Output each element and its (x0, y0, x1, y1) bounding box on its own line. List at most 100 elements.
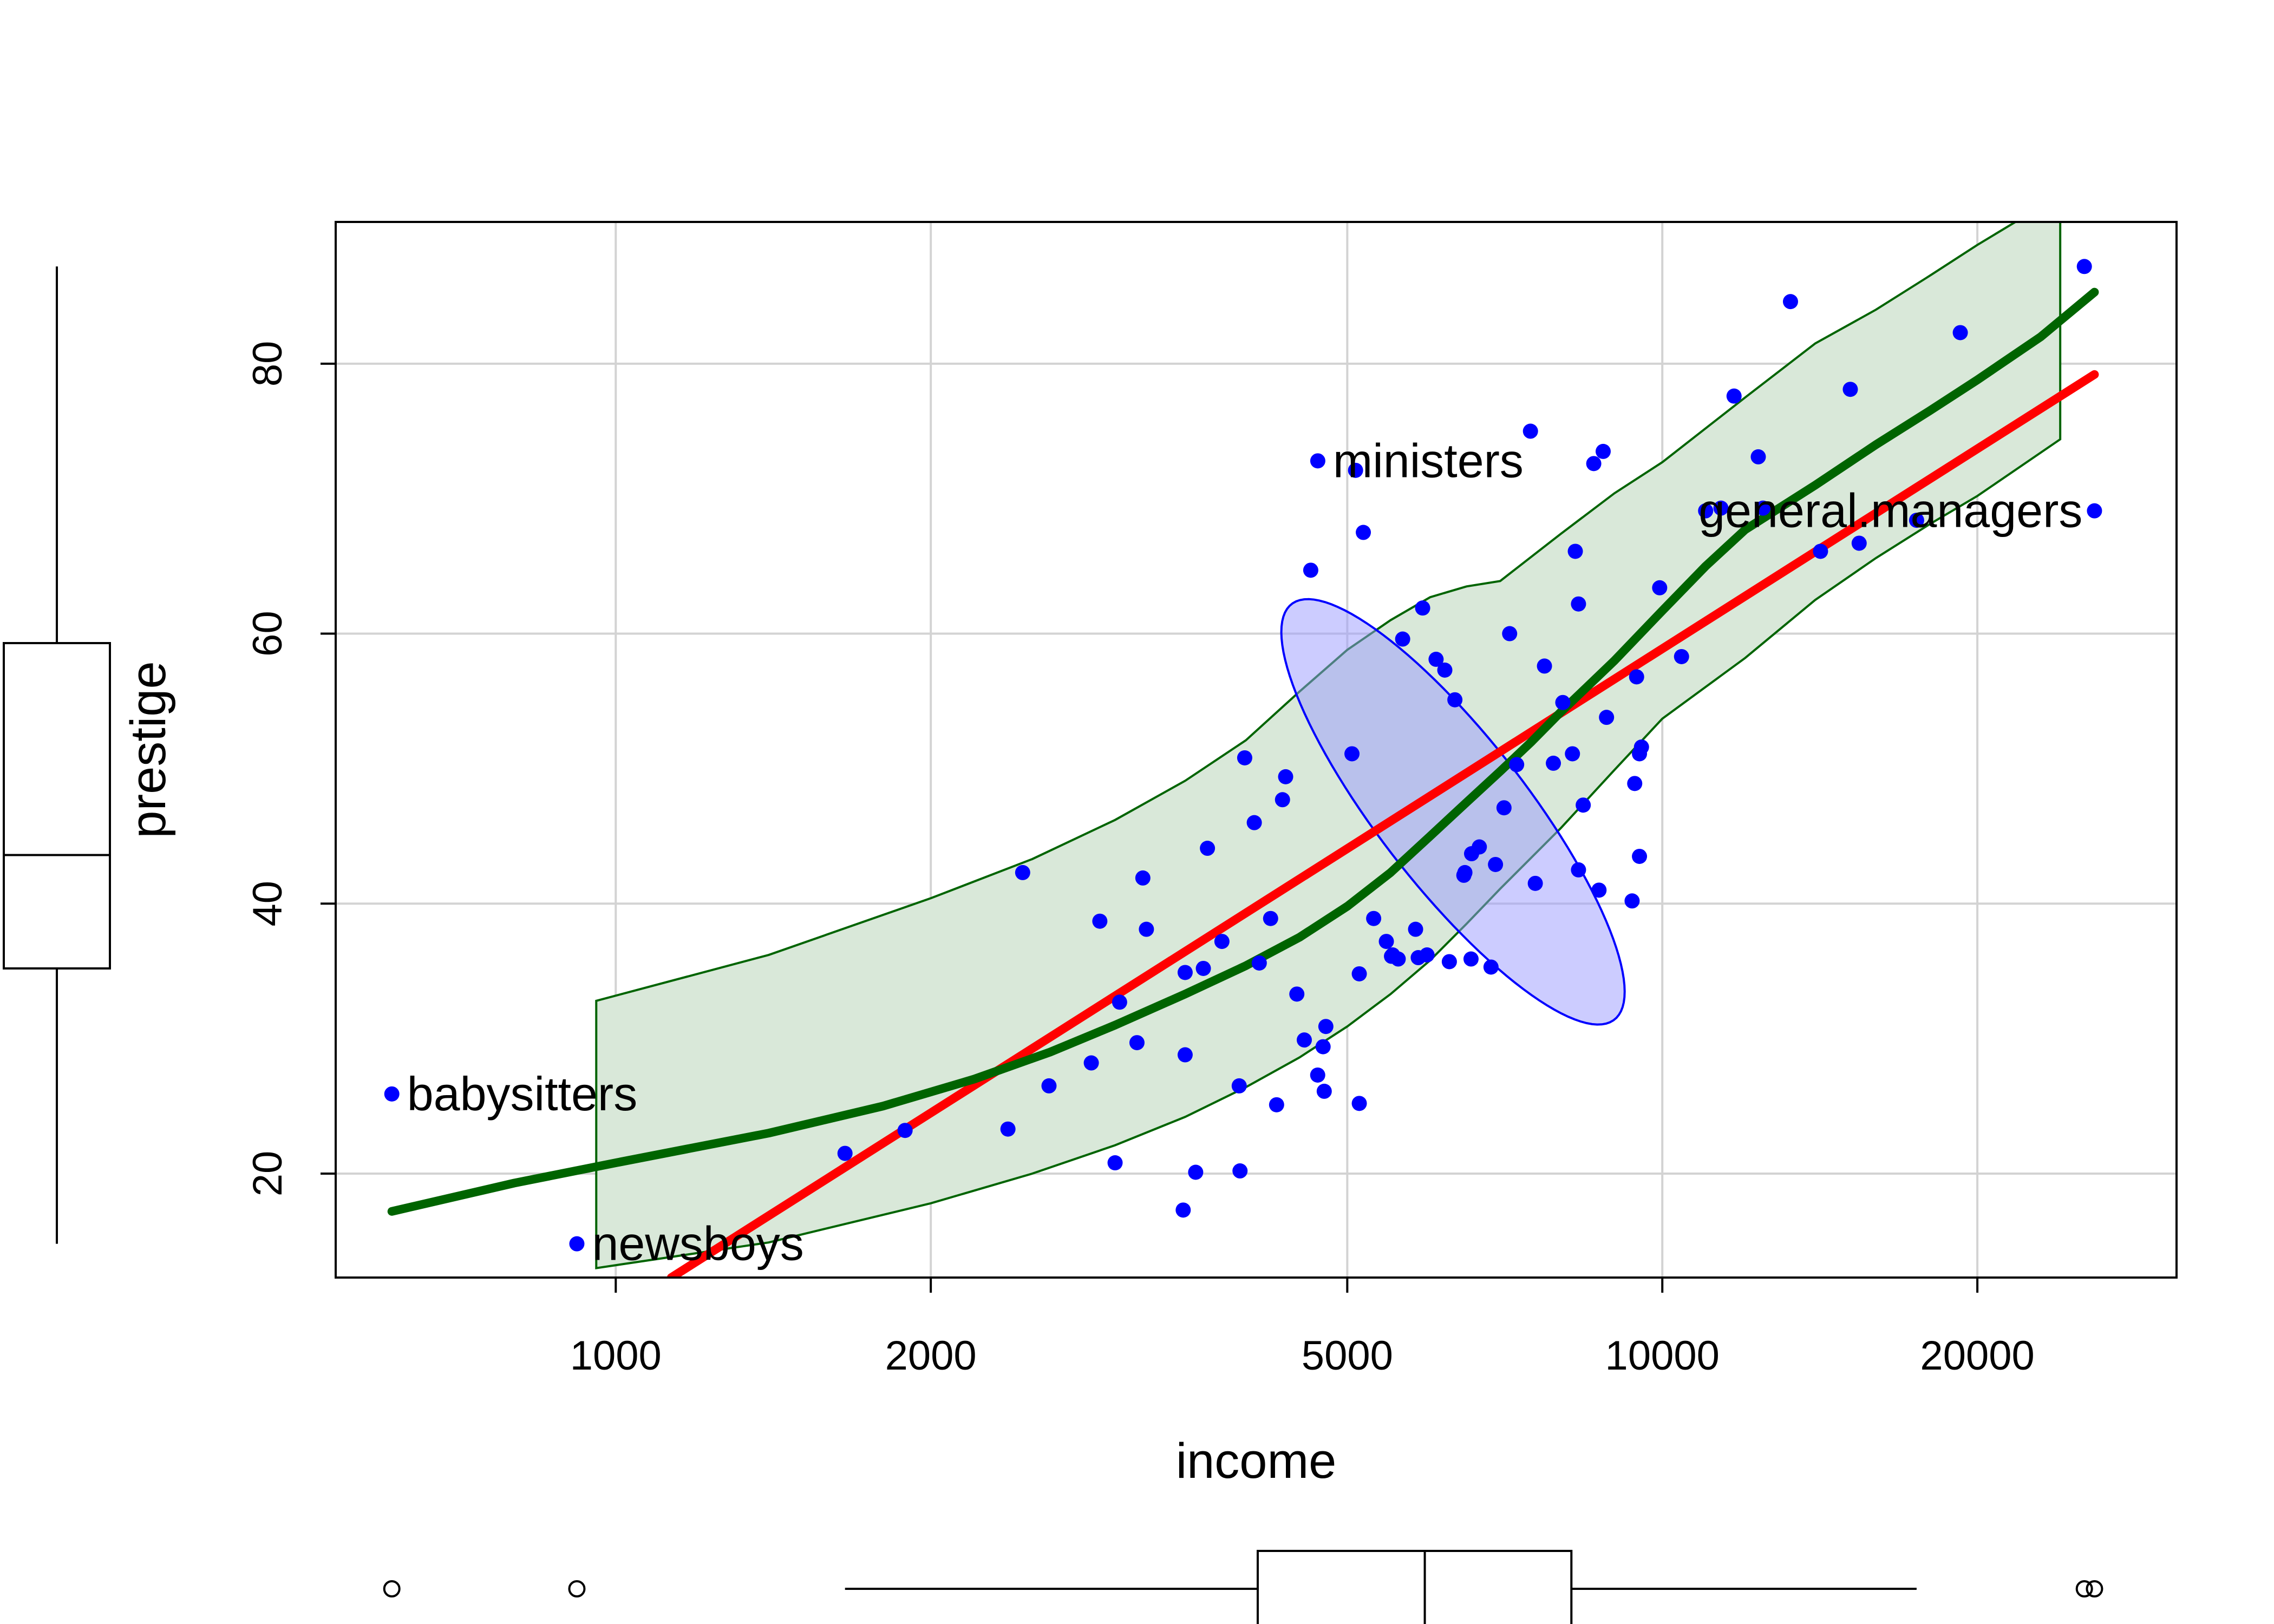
data-point (1813, 543, 1828, 559)
y-tick-label: 80 (245, 341, 291, 387)
data-point (1214, 934, 1230, 949)
data-point (1318, 1019, 1334, 1034)
data-point (1263, 911, 1278, 926)
data-point (1428, 651, 1444, 667)
data-point (1624, 893, 1640, 909)
data-point (1674, 649, 1689, 664)
x-box-outlier (2075, 1580, 2093, 1597)
data-point (1351, 966, 1367, 981)
data-point (1463, 951, 1479, 967)
data-point (1496, 800, 1512, 816)
data-point (1083, 1055, 1099, 1071)
axes: 1000 2000 5000 10000 20000 20 40 60 80 (245, 341, 2035, 1379)
data-point (1275, 792, 1290, 808)
x-axis-title: income (1176, 1433, 1337, 1489)
data-point (1356, 525, 1371, 540)
data-point (1269, 1097, 1284, 1112)
data-point (1567, 543, 1583, 559)
data-point (1278, 769, 1293, 784)
data-point (1415, 600, 1430, 616)
data-point (1457, 865, 1473, 880)
data-point (1041, 1078, 1057, 1093)
data-point (1015, 865, 1030, 880)
data-point (1633, 739, 1649, 755)
data-point (1632, 848, 1648, 864)
data-point (1348, 462, 1363, 478)
x-box-outlier (568, 1580, 586, 1597)
data-point (1629, 669, 1644, 685)
y-tick-label: 60 (245, 611, 291, 657)
data-point (1713, 500, 1729, 516)
data-point (1576, 797, 1591, 813)
data-point (1441, 954, 1457, 970)
data-point (1627, 776, 1643, 791)
data-point (1586, 456, 1602, 472)
point-labels: babysitters newsboys ministers general.mana… (407, 434, 2083, 1270)
data-point (1750, 449, 1766, 464)
data-point (1599, 710, 1615, 725)
data-point (1419, 947, 1435, 963)
point-label: newsboys (592, 1217, 803, 1271)
data-point (1092, 913, 1108, 929)
data-point (1188, 1164, 1204, 1180)
data-point (2076, 259, 2092, 274)
data-point (1107, 1155, 1123, 1171)
data-point (1315, 1039, 1331, 1055)
x-tick-label: 10000 (1605, 1333, 1720, 1379)
data-point (1200, 841, 1216, 856)
data-point (1139, 921, 1154, 937)
data-point (1851, 535, 1867, 551)
x-box-outlier (2086, 1580, 2103, 1597)
data-point (1782, 294, 1798, 310)
y-tick-label: 40 (245, 881, 291, 927)
data-point (1129, 1035, 1145, 1051)
data-point (1571, 862, 1586, 878)
data-point (1177, 965, 1193, 980)
data-point (1555, 695, 1571, 710)
data-point (1316, 1083, 1332, 1099)
data-point (1537, 658, 1552, 674)
data-point (1591, 882, 1607, 898)
data-point (1231, 1078, 1247, 1093)
data-point (1726, 388, 1742, 404)
data-point (2087, 503, 2102, 519)
data-point (1755, 500, 1771, 516)
data-point (1378, 934, 1394, 949)
data-point (1175, 1202, 1191, 1218)
data-point (1437, 662, 1453, 678)
data-point (1246, 815, 1262, 830)
data-point (1909, 513, 1924, 528)
data-point (1177, 1047, 1193, 1063)
y-axis-title: prestige (121, 661, 176, 838)
point-label: general.managers (1698, 484, 2082, 538)
data-point (837, 1145, 853, 1161)
data-point (1351, 1096, 1367, 1111)
data-point (1952, 325, 1968, 340)
data-point (1296, 1032, 1312, 1048)
y-box (3, 642, 111, 970)
data-point (1237, 750, 1252, 765)
data-point (1251, 955, 1267, 971)
data-point (1112, 994, 1127, 1010)
data-point (1527, 875, 1543, 891)
data-point (1135, 870, 1151, 886)
data-point (1472, 839, 1487, 855)
x-tick-label: 5000 (1302, 1333, 1393, 1379)
x-tick-label: 1000 (570, 1333, 662, 1379)
data-point (1310, 1067, 1325, 1083)
data-point (569, 1236, 585, 1252)
data-point (1195, 960, 1211, 976)
data-point (384, 1086, 400, 1102)
data-point (1344, 746, 1360, 762)
data-point (1652, 580, 1668, 595)
data-point (1395, 631, 1410, 647)
data-point (1366, 911, 1382, 926)
data-point (1502, 626, 1518, 641)
x-tick-label: 20000 (1920, 1333, 2034, 1379)
y-marginal-boxplot (3, 266, 111, 1244)
data-point (1390, 951, 1406, 967)
y-tick-label: 20 (245, 1151, 291, 1197)
data-points (384, 259, 2102, 1252)
data-point (1842, 382, 1858, 397)
